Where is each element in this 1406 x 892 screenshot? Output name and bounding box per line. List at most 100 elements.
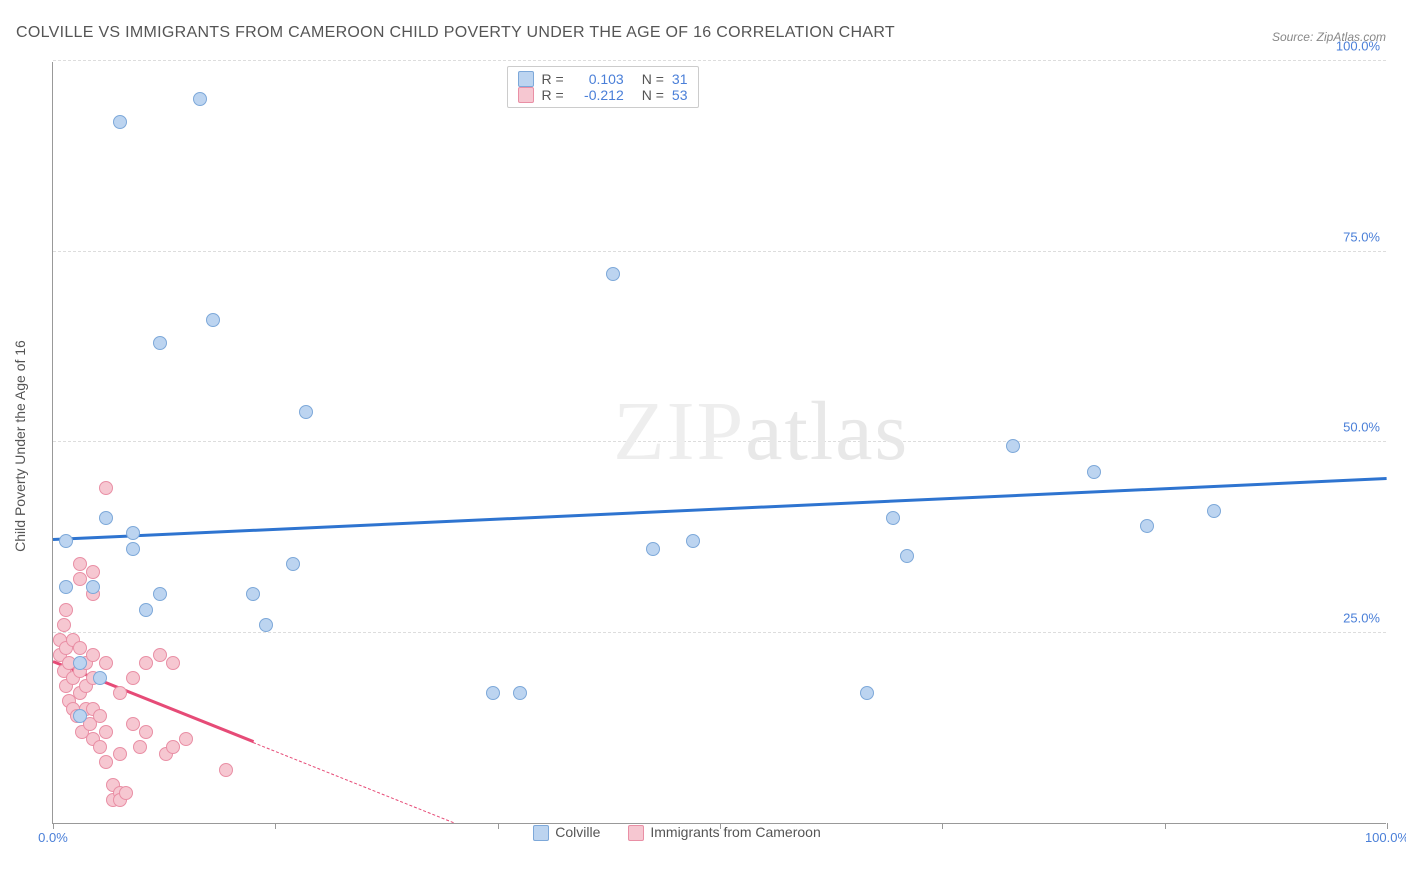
scatter-point: [93, 740, 107, 754]
y-tick-label: 100.0%: [1336, 39, 1380, 54]
scatter-point: [57, 618, 71, 632]
scatter-point: [59, 534, 73, 548]
scatter-point: [153, 648, 167, 662]
legend-swatch: [533, 825, 549, 841]
scatter-point: [286, 557, 300, 571]
stats-legend-row: R = 0.103 N = 31: [518, 71, 688, 87]
scatter-point: [860, 686, 874, 700]
scatter-point: [99, 656, 113, 670]
scatter-point: [219, 763, 233, 777]
scatter-point: [73, 641, 87, 655]
x-tick-mark: [942, 823, 943, 829]
scatter-point: [119, 786, 133, 800]
scatter-point: [73, 709, 87, 723]
scatter-point: [686, 534, 700, 548]
scatter-point: [126, 671, 140, 685]
legend-r-label: R =: [542, 87, 564, 103]
gridline: [53, 60, 1386, 61]
scatter-point: [99, 511, 113, 525]
scatter-point: [299, 405, 313, 419]
scatter-point: [646, 542, 660, 556]
scatter-point: [1140, 519, 1154, 533]
scatter-point: [259, 618, 273, 632]
scatter-point: [246, 587, 260, 601]
x-tick-mark: [1165, 823, 1166, 829]
legend-item: Colville: [533, 824, 600, 841]
scatter-point: [139, 656, 153, 670]
y-tick-label: 75.0%: [1343, 229, 1380, 244]
scatter-point: [59, 580, 73, 594]
plot-area: 25.0%50.0%75.0%100.0%0.0%100.0%ZIPatlasR…: [52, 62, 1386, 824]
stats-legend: R = 0.103 N = 31R = -0.212 N = 53: [507, 66, 699, 108]
gridline: [53, 441, 1386, 442]
watermark: ZIPatlas: [613, 383, 909, 480]
scatter-point: [113, 686, 127, 700]
x-tick-mark: [1387, 823, 1388, 829]
scatter-point: [99, 481, 113, 495]
gridline: [53, 632, 1386, 633]
scatter-point: [99, 725, 113, 739]
watermark-bold: ZIP: [613, 385, 745, 478]
scatter-point: [1087, 465, 1101, 479]
x-tick-label: 100.0%: [1365, 830, 1406, 845]
stats-legend-row: R = -0.212 N = 53: [518, 87, 688, 103]
scatter-point: [886, 511, 900, 525]
scatter-point: [86, 648, 100, 662]
legend-r-value: -0.212: [572, 87, 624, 103]
scatter-point: [126, 542, 140, 556]
scatter-point: [139, 603, 153, 617]
legend-swatch: [628, 825, 644, 841]
scatter-point: [139, 725, 153, 739]
x-tick-mark: [275, 823, 276, 829]
scatter-point: [126, 717, 140, 731]
legend-label: Immigrants from Cameroon: [650, 824, 820, 840]
legend-n-value: 31: [672, 71, 688, 87]
scatter-point: [900, 549, 914, 563]
scatter-point: [73, 572, 87, 586]
legend-swatch: [518, 71, 534, 87]
scatter-point: [93, 709, 107, 723]
scatter-point: [59, 603, 73, 617]
scatter-point: [73, 656, 87, 670]
legend-swatch: [518, 87, 534, 103]
legend-n-value: 53: [672, 87, 688, 103]
y-axis-label: Child Poverty Under the Age of 16: [12, 340, 28, 552]
x-tick-mark: [498, 823, 499, 829]
scatter-point: [513, 686, 527, 700]
legend-n-label: N =: [642, 71, 664, 87]
scatter-point: [126, 526, 140, 540]
legend-item: Immigrants from Cameroon: [628, 824, 820, 841]
x-tick-label: 0.0%: [38, 830, 68, 845]
scatter-point: [113, 747, 127, 761]
chart-title: COLVILLE VS IMMIGRANTS FROM CAMEROON CHI…: [16, 24, 895, 42]
scatter-point: [73, 557, 87, 571]
legend-r-label: R =: [542, 71, 564, 87]
scatter-point: [206, 313, 220, 327]
x-tick-mark: [53, 823, 54, 829]
scatter-point: [93, 671, 107, 685]
scatter-point: [166, 740, 180, 754]
trend-line-dashed: [253, 742, 453, 823]
legend-n-label: N =: [642, 87, 664, 103]
scatter-point: [1006, 439, 1020, 453]
scatter-point: [606, 267, 620, 281]
legend-label: Colville: [555, 824, 600, 840]
scatter-point: [86, 565, 100, 579]
y-tick-label: 50.0%: [1343, 420, 1380, 435]
scatter-point: [153, 336, 167, 350]
trend-line: [53, 477, 1387, 541]
scatter-point: [99, 755, 113, 769]
scatter-point: [113, 115, 127, 129]
scatter-point: [179, 732, 193, 746]
legend-r-value: 0.103: [572, 71, 624, 87]
scatter-point: [166, 656, 180, 670]
series-legend: Colville Immigrants from Cameroon: [533, 824, 821, 841]
scatter-point: [86, 580, 100, 594]
scatter-point: [193, 92, 207, 106]
scatter-point: [133, 740, 147, 754]
scatter-point: [153, 587, 167, 601]
scatter-point: [486, 686, 500, 700]
y-tick-label: 25.0%: [1343, 610, 1380, 625]
gridline: [53, 251, 1386, 252]
watermark-thin: atlas: [745, 385, 909, 478]
